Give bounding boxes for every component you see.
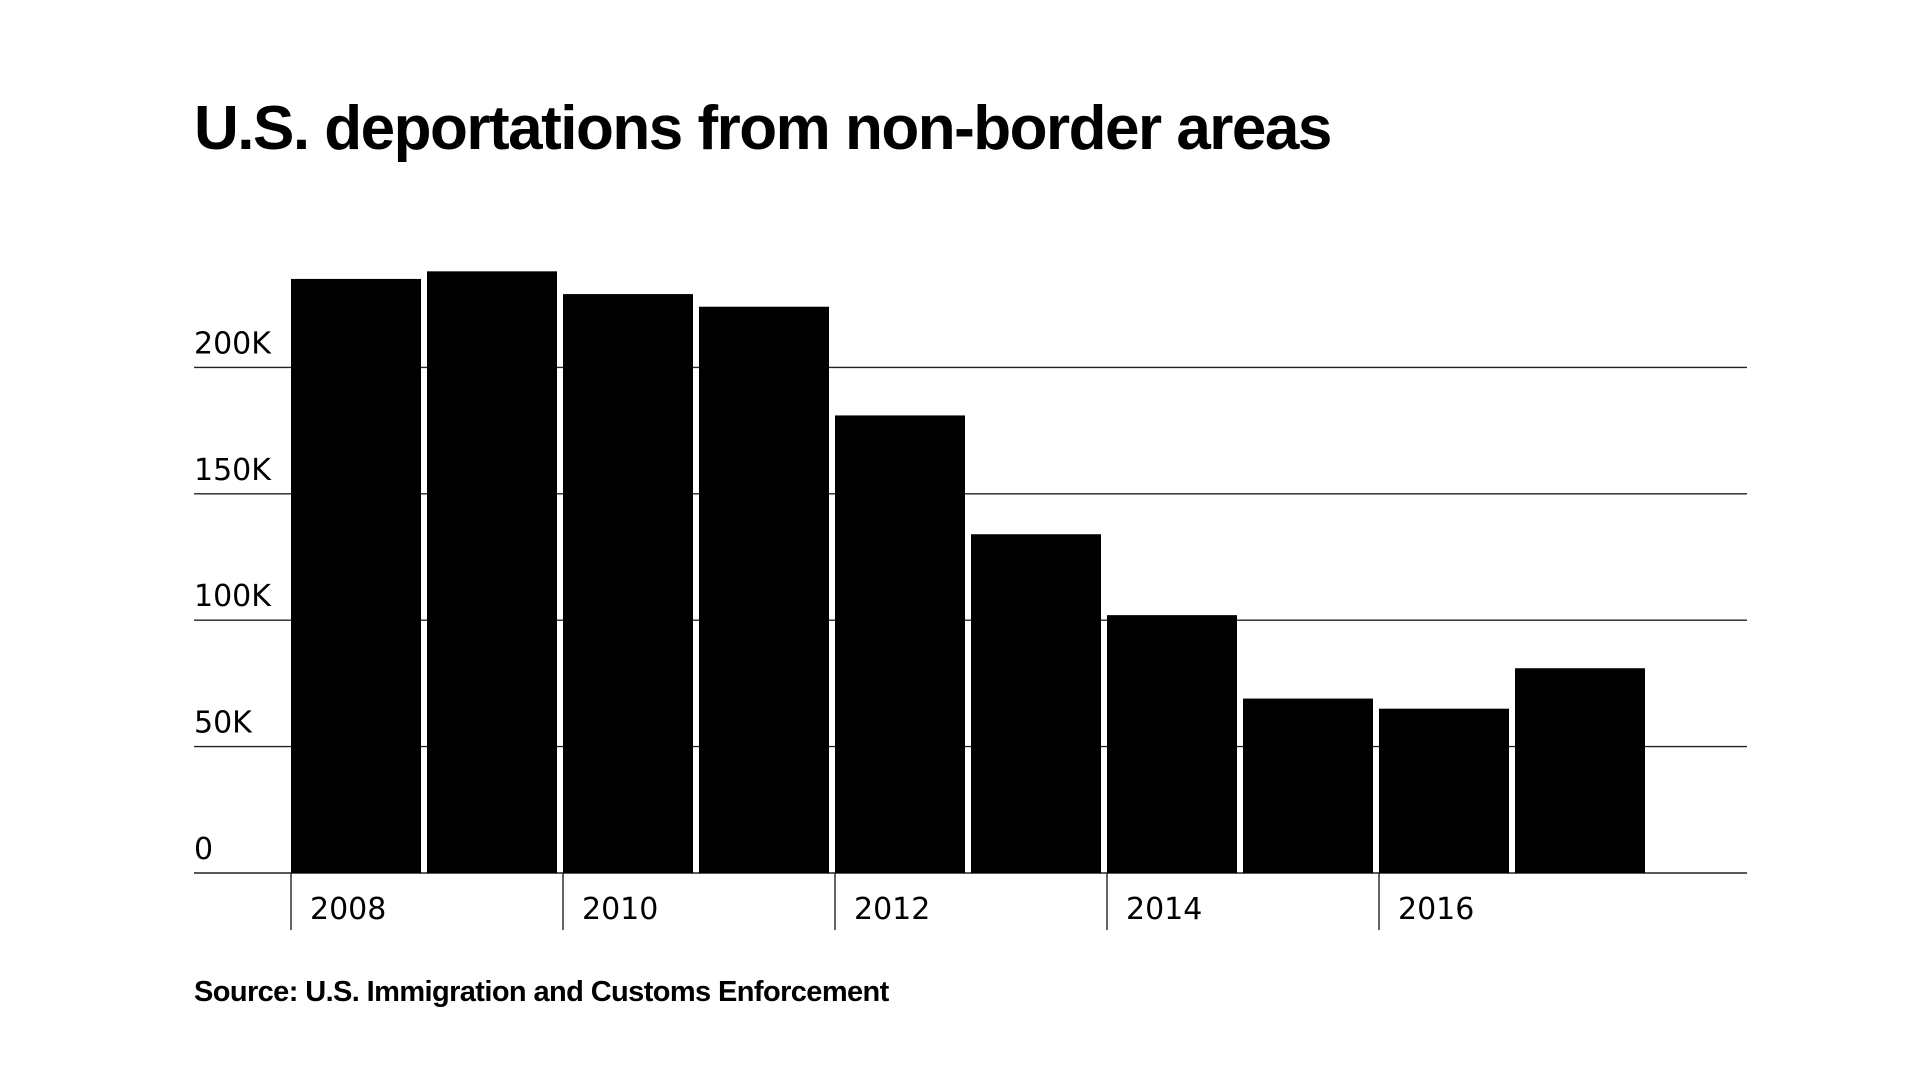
bar-2008	[291, 278, 421, 873]
chart-title: U.S. deportations from non-border areas	[194, 94, 1332, 163]
bars	[291, 271, 1645, 873]
x-tick-label: 2012	[854, 892, 930, 927]
bar-2017	[1515, 668, 1645, 873]
bar-2009	[427, 271, 557, 873]
x-tick-label: 2014	[1126, 892, 1202, 927]
y-tick-label: 200K	[194, 326, 272, 361]
x-tick-label: 2010	[582, 892, 658, 927]
bar-2014	[1107, 615, 1237, 873]
x-axis-labels: 2008 2010 2012 2014 2016	[310, 892, 1474, 927]
bar-2010	[563, 294, 693, 873]
y-tick-label: 50K	[194, 706, 253, 741]
bar-2016	[1379, 708, 1509, 873]
x-tick-label: 2008	[310, 892, 386, 927]
bar-2012	[835, 415, 965, 873]
source-note: Source: U.S. Immigration and Customs Enf…	[194, 976, 889, 1008]
gridlines	[194, 366, 1747, 874]
bar-2011	[699, 306, 829, 873]
y-tick-label: 0	[194, 832, 213, 867]
bar-2013	[971, 534, 1101, 873]
y-axis-labels: 0 50K 100K 150K 200K	[194, 326, 272, 867]
y-tick-label: 100K	[194, 579, 272, 614]
bar-2015	[1243, 698, 1373, 873]
x-tick-label: 2016	[1398, 892, 1474, 927]
y-tick-label: 150K	[194, 453, 272, 488]
x-axis	[290, 873, 1380, 930]
